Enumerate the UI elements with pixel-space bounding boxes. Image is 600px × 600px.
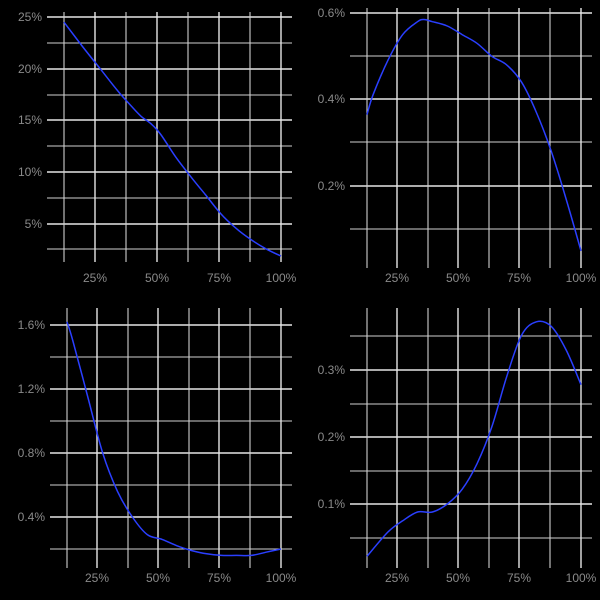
x-tick-label: 25% xyxy=(385,571,409,585)
x-tick-label: 75% xyxy=(207,271,231,285)
panel-bottom-left: 1.6% 1.2% 0.8% 0.4% 25% 50% 75% 100% xyxy=(18,308,297,585)
y-tick-label: 0.2% xyxy=(318,430,346,444)
data-line xyxy=(366,320,582,557)
y-tick-label: 20% xyxy=(18,62,42,76)
y-tick-label: 0.4% xyxy=(318,92,346,106)
panel-bottom-right: 0.3% 0.2% 0.1% 25% 50% 75% 100% xyxy=(318,308,597,585)
x-tick-label: 75% xyxy=(207,571,231,585)
data-line xyxy=(63,21,282,257)
y-tick-label: 0.2% xyxy=(318,179,346,193)
panel-top-left: 25% 20% 15% 10% 5% 25% 50% 75% 100% xyxy=(18,10,297,285)
x-tick-label: 50% xyxy=(146,571,170,585)
y-tick-label: 1.6% xyxy=(18,318,46,332)
x-tick-label: 100% xyxy=(266,571,297,585)
x-tick-label: 25% xyxy=(85,571,109,585)
y-tick-label: 0.3% xyxy=(318,363,346,377)
x-tick-label: 50% xyxy=(446,571,470,585)
y-tick-label: 10% xyxy=(18,165,42,179)
y-tick-label: 0.4% xyxy=(18,510,46,524)
y-tick-label: 0.8% xyxy=(18,446,46,460)
y-tick-label: 1.2% xyxy=(18,382,46,396)
x-tick-label: 50% xyxy=(446,271,470,285)
x-tick-label: 75% xyxy=(507,571,531,585)
x-tick-label: 25% xyxy=(385,271,409,285)
y-tick-label: 0.1% xyxy=(318,497,346,511)
x-tick-label: 100% xyxy=(266,271,297,285)
y-tick-label: 15% xyxy=(18,113,42,127)
x-tick-label: 50% xyxy=(145,271,169,285)
x-tick-label: 75% xyxy=(507,271,531,285)
x-tick-label: 100% xyxy=(566,271,597,285)
panel-top-right: 0.6% 0.4% 0.2% 25% 50% 75% 100% xyxy=(318,6,597,285)
x-tick-label: 25% xyxy=(83,271,107,285)
x-tick-label: 100% xyxy=(566,571,597,585)
y-tick-label: 25% xyxy=(18,10,42,24)
y-tick-label: 5% xyxy=(25,217,43,231)
data-line xyxy=(366,18,582,252)
y-tick-label: 0.6% xyxy=(318,6,346,20)
data-line xyxy=(66,321,282,557)
